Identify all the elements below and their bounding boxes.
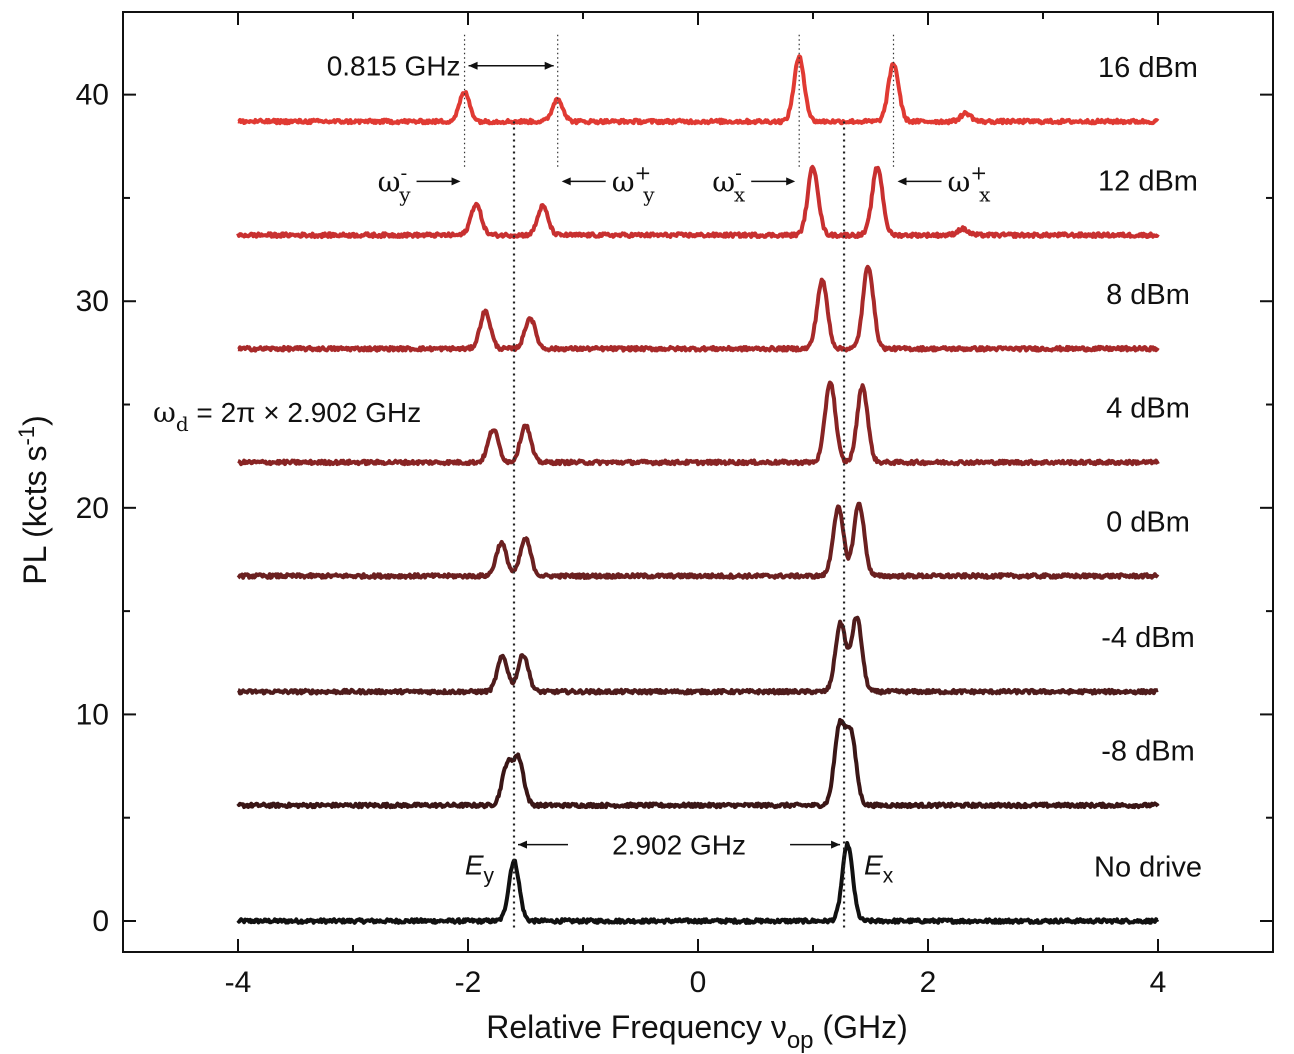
split-label-2902: 2.902 GHz: [612, 830, 746, 861]
arrow-head: [518, 840, 527, 849]
series-label: 0 dBm: [1106, 506, 1190, 538]
reference-lines: [512, 121, 846, 932]
split-label-0815: 0.815 GHz: [327, 51, 461, 82]
y-tick-label: 30: [76, 285, 109, 318]
omega-x-plus-label: ω+ x: [948, 160, 992, 206]
x-tick-label: 4: [1150, 966, 1167, 999]
series-label: 8 dBm: [1106, 279, 1190, 311]
x-tick-label: -2: [455, 966, 482, 999]
y-tick-label: 10: [76, 698, 109, 731]
arrow-head: [544, 61, 554, 70]
series-group: [236, 54, 1160, 925]
series-line: [236, 841, 1160, 925]
series-label: No drive: [1094, 851, 1202, 883]
arrow-head: [897, 177, 907, 186]
series-line: [237, 615, 1159, 696]
series-labels: No drive -8 dBm -4 dBm 0 dBm 4 dBm 8 dBm 12 dB…: [1094, 52, 1202, 884]
series-label: -4 dBm: [1101, 622, 1194, 654]
annotations: 0.815 GHz ω-y ω+ y ω-x ω+ x ωd = 2π × 2.902 GHz…: [153, 34, 992, 888]
arrow-head: [786, 177, 796, 186]
omega-y-plus-label: ω+ y: [612, 160, 656, 206]
series-label: 16 dBm: [1098, 52, 1198, 84]
series-label: 12 dBm: [1098, 165, 1198, 197]
ey-label: Ey: [465, 850, 495, 888]
arrow-head: [451, 177, 461, 186]
series-line: [236, 164, 1160, 239]
arrow-head: [561, 177, 571, 186]
series-line: [237, 380, 1160, 467]
series-line: [237, 264, 1160, 353]
arrow-head: [831, 840, 841, 849]
y-tick-label: 40: [76, 79, 109, 112]
y-tick-label: 20: [76, 492, 109, 525]
y-tick-label: 0: [92, 905, 109, 938]
ex-label: Ex: [864, 850, 894, 888]
arrow-head: [468, 61, 478, 70]
x-tick-label: 2: [920, 966, 937, 999]
series-label: -8 dBm: [1101, 736, 1194, 768]
x-axis-title: Relative Frequency νop (GHz): [486, 1009, 907, 1054]
series-line: [237, 54, 1160, 126]
plot-frame: [122, 11, 1274, 953]
series-label: 4 dBm: [1106, 393, 1190, 425]
x-tick-label: 0: [690, 966, 707, 999]
omega-x-minus-label: ω-x: [712, 160, 746, 206]
x-tick-label: -4: [225, 966, 252, 999]
drive-frequency-label: ωd = 2π × 2.902 GHz: [153, 396, 421, 436]
series-line: [236, 717, 1160, 810]
y-axis-title: PL (kcts s-1): [14, 415, 53, 585]
series-line: [236, 501, 1160, 580]
plot-border: [122, 11, 1274, 953]
omega-y-minus-label: ω-y: [378, 160, 412, 206]
